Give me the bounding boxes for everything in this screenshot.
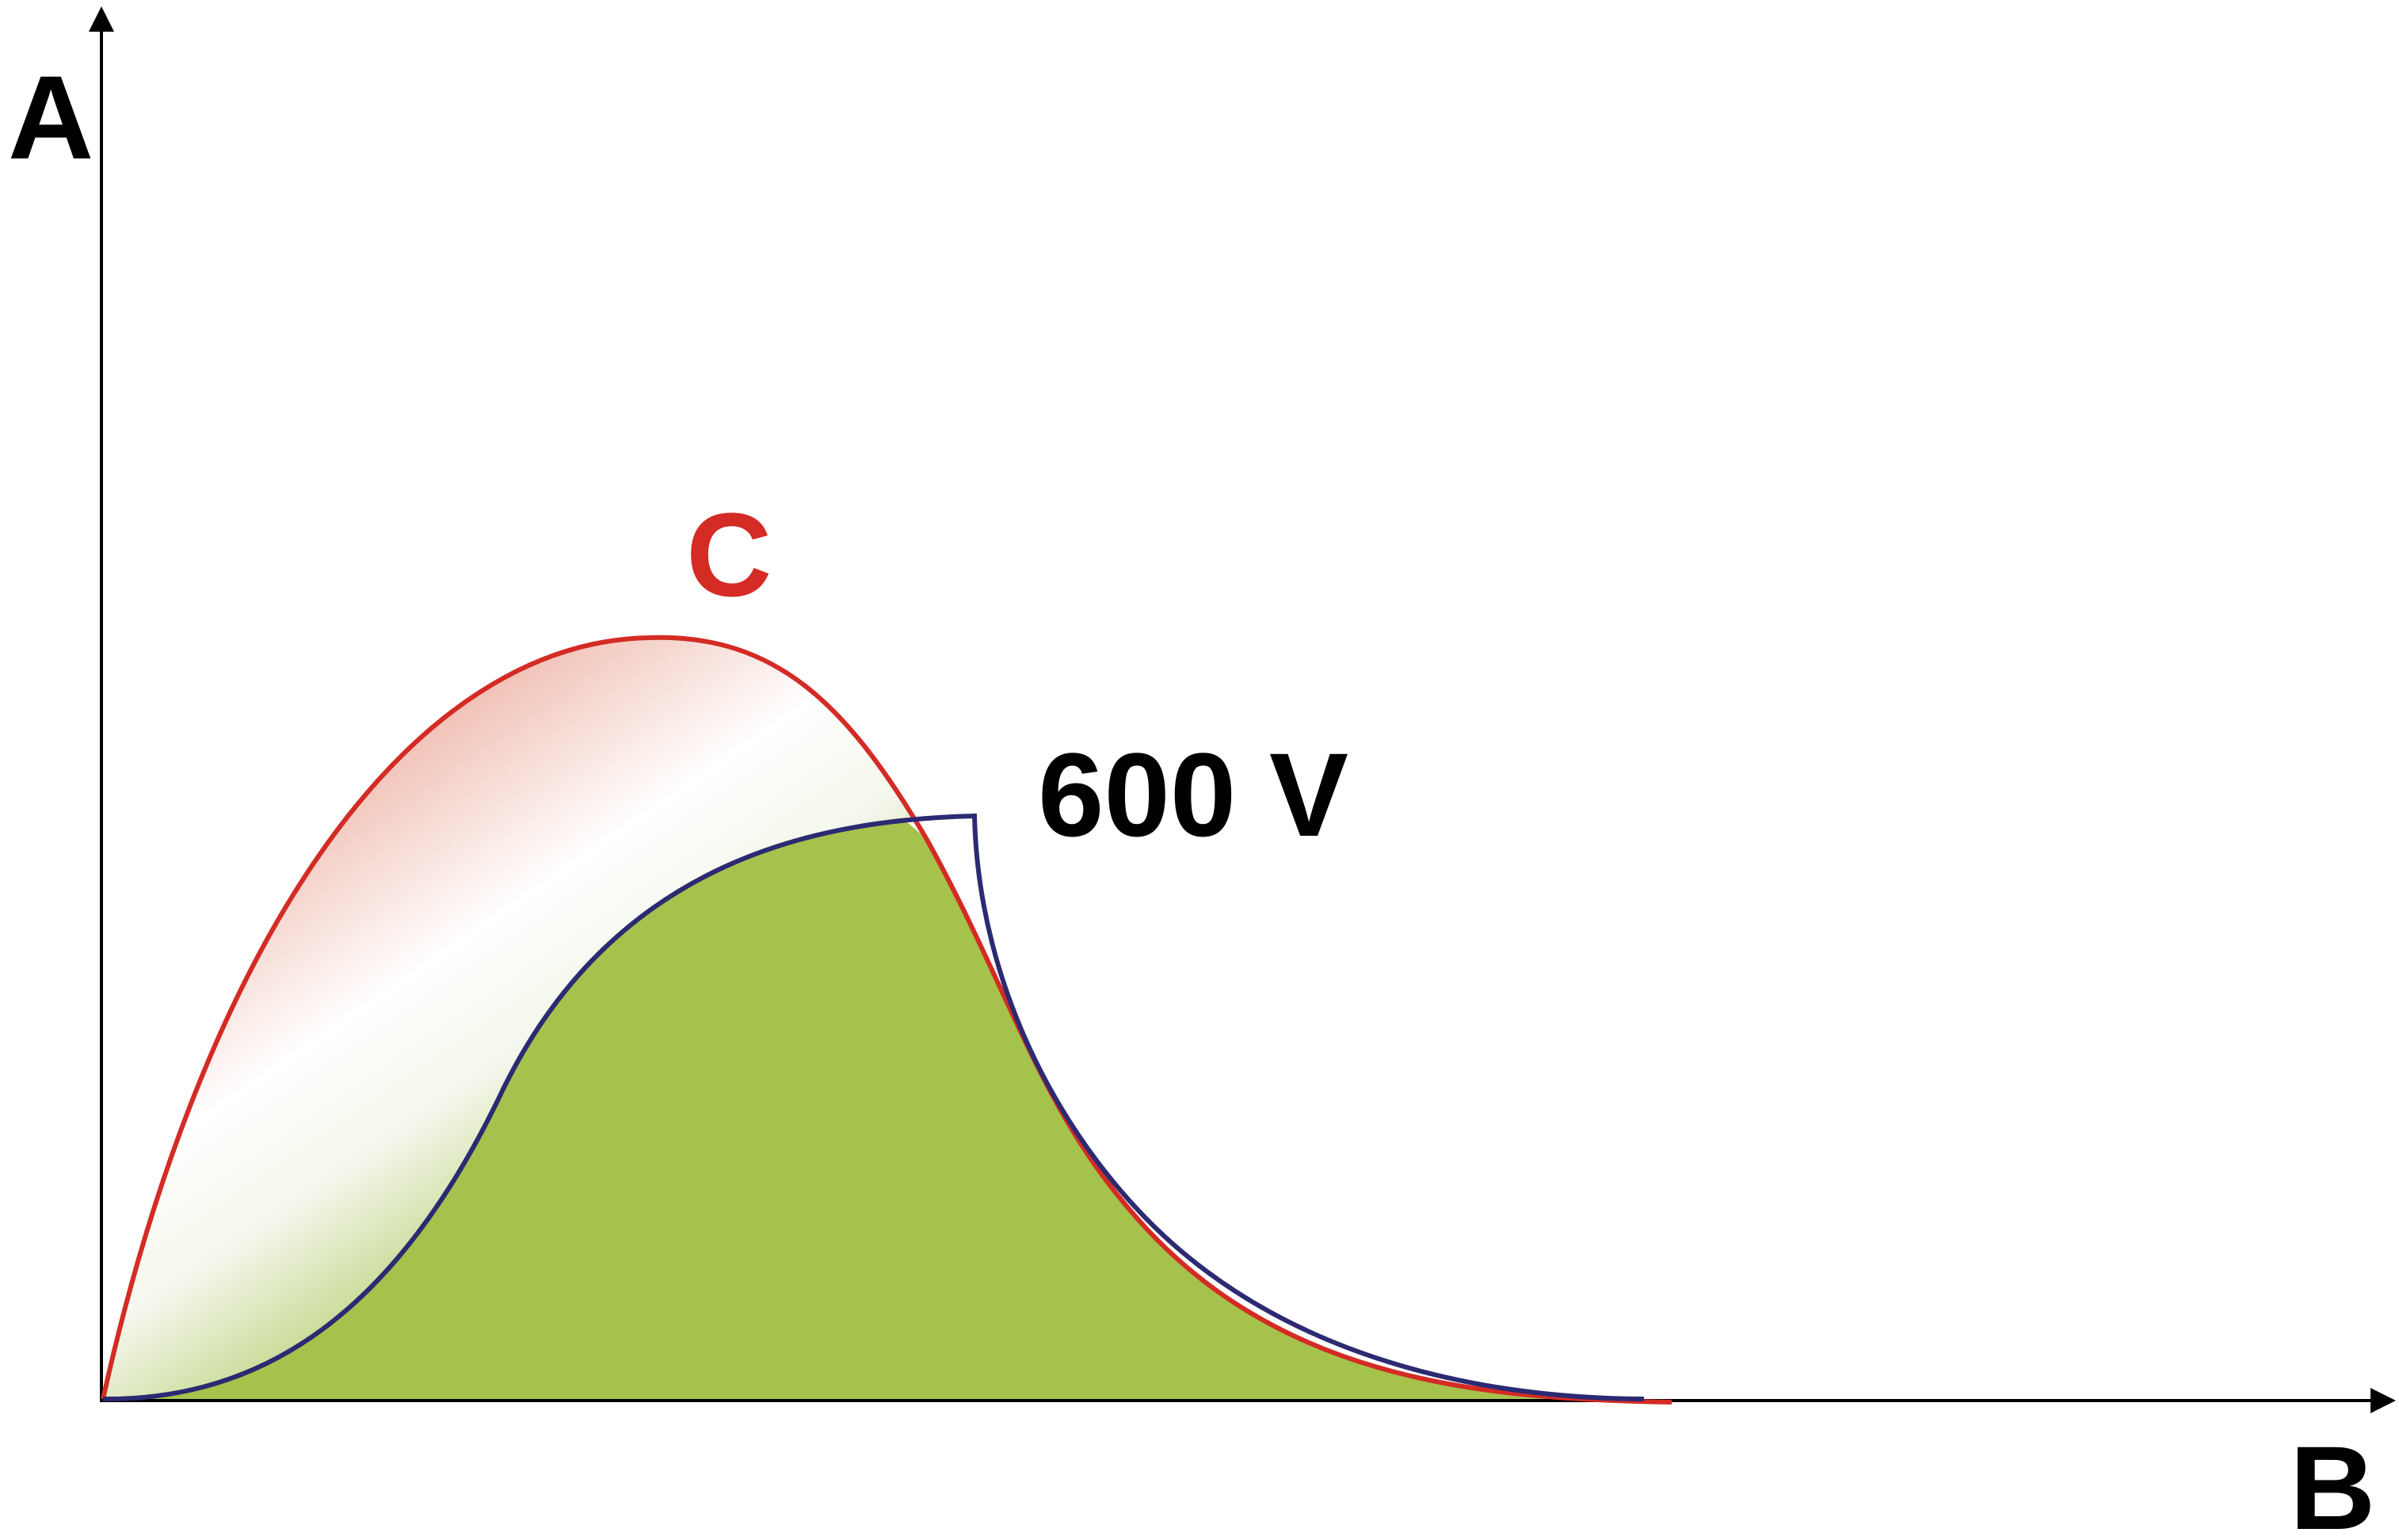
x-axis-label: B [2290, 1421, 2375, 1540]
value-label-600v: 600 V [1038, 728, 1348, 861]
curve-600v [102, 813, 1645, 1402]
y-axis-label: A [8, 51, 93, 184]
x-axis-arrow-icon [2370, 1388, 2396, 1413]
curve-c-label: C [686, 488, 772, 621]
y-axis-arrow-icon [89, 6, 114, 32]
curve-c [101, 635, 1672, 1405]
curve-600v-area [103, 816, 1644, 1400]
